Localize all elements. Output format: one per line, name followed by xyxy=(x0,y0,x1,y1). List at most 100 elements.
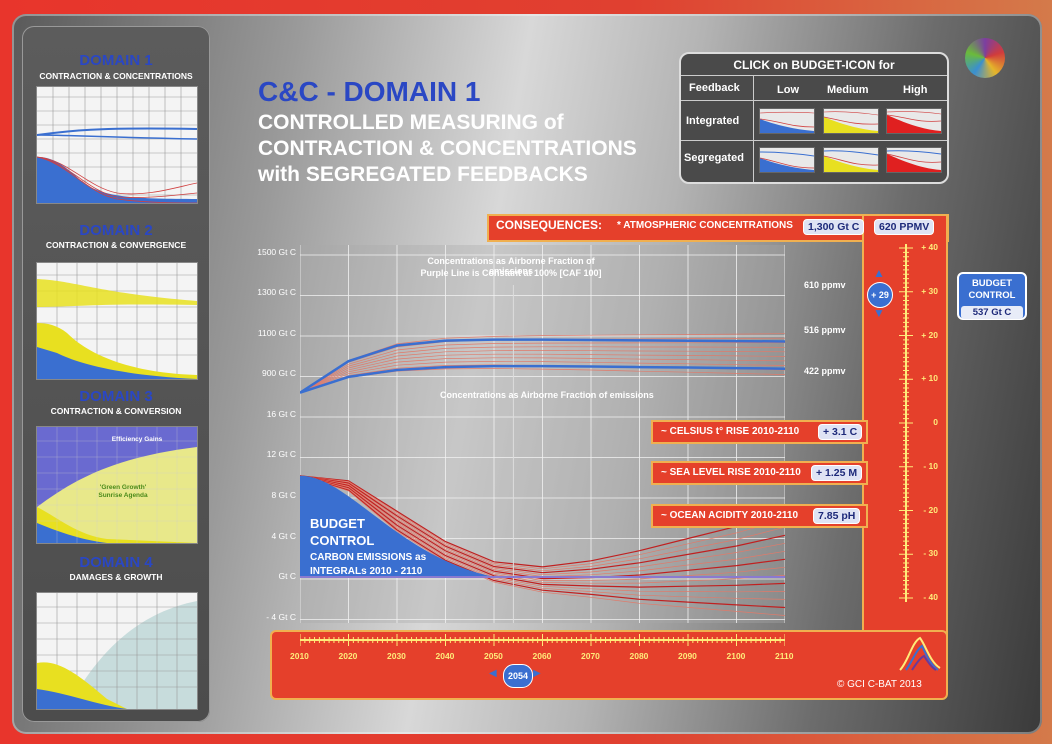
ocean-acidity-value: 7.85 pH xyxy=(813,508,861,524)
integrated-high-icon[interactable] xyxy=(886,108,942,134)
emission-fan-line xyxy=(300,475,785,584)
slider-up-arrow-icon[interactable]: ▲ xyxy=(873,266,885,280)
x-tick: 2100 xyxy=(726,651,746,661)
feedback-header: Feedback xyxy=(689,82,740,94)
segregated-high-icon[interactable] xyxy=(886,147,942,173)
x-tick: 2010 xyxy=(290,651,309,661)
page-title: C&C - DOMAIN 1 xyxy=(258,76,481,107)
emission-fan-line xyxy=(300,475,785,609)
domain-1-thumbnail[interactable] xyxy=(36,86,198,204)
domain-3-thumbnail[interactable]: Efficiency Gains 'Green Growth' Sunrise … xyxy=(36,426,198,544)
domain-2-thumbnail[interactable] xyxy=(36,262,198,380)
domain-1-title[interactable]: DOMAIN 1 xyxy=(79,52,153,69)
slider-value-knob[interactable]: + 29 xyxy=(867,282,893,308)
x-tick: 2040 xyxy=(435,651,455,661)
budget-control-line2: CONTROL xyxy=(968,290,1016,301)
slider-tick-label: + 10 xyxy=(921,373,938,384)
emission-fan-line xyxy=(300,475,785,588)
upper-note-line1: Concentrations as Airborne Fraction of e… xyxy=(427,256,595,276)
budget-control-value: 537 Gt C xyxy=(961,306,1023,319)
emission-fan-line xyxy=(300,475,785,600)
budget-label-1: BUDGET xyxy=(310,516,365,531)
year-timeline-track[interactable] xyxy=(300,633,785,647)
copyright-text: © GCI C-BAT 2013 xyxy=(837,679,922,690)
ppmv-label-516: 516 ppmv xyxy=(804,325,846,335)
page-subtitle: CONTROLLED MEASURING of CONTRACTION & CO… xyxy=(258,110,637,188)
col-medium: Medium xyxy=(827,84,869,96)
y-tick-lower: 4 Gt C xyxy=(271,531,296,541)
gci-mandala-logo-icon[interactable] xyxy=(965,38,1005,78)
green-growth-label: 'Green Growth' xyxy=(100,484,147,491)
x-tick: 2090 xyxy=(678,651,697,661)
x-tick: 2070 xyxy=(581,651,600,661)
year-selector-knob[interactable]: 2054 xyxy=(503,664,533,688)
emission-fan-line xyxy=(300,475,785,568)
concentration-fan-line xyxy=(300,361,785,394)
x-tick: 2080 xyxy=(629,651,649,661)
segregated-medium-icon[interactable] xyxy=(823,147,879,173)
y-tick-upper: 1500 Gt C xyxy=(257,247,296,257)
celsius-rise-label: ~ CELSIUS t° RISE 2010-2110 xyxy=(661,426,800,437)
integrated-medium-icon[interactable] xyxy=(823,108,879,134)
emission-fan-line xyxy=(300,475,785,616)
budget-icon-table: CLICK on BUDGET-ICON for Feedback Low Me… xyxy=(679,52,949,184)
y-tick-upper: 1100 Gt C xyxy=(257,328,296,338)
domain-1-subtitle: CONTRACTION & CONCENTRATIONS xyxy=(39,71,193,81)
domain-4-subtitle: DAMAGES & GROWTH xyxy=(69,572,163,582)
consequences-label: CONSEQUENCES: xyxy=(496,218,603,232)
concentration-fan-line xyxy=(300,350,785,394)
col-high: High xyxy=(903,84,928,96)
ppmv-label-422: 422 ppmv xyxy=(804,366,846,376)
slider-tick-label: - 40 xyxy=(923,592,938,602)
x-tick: 2020 xyxy=(338,651,358,661)
concentration-fan-line xyxy=(300,353,785,394)
domain-4-title[interactable]: DOMAIN 4 xyxy=(79,554,153,571)
slider-tick-label: + 40 xyxy=(921,242,938,252)
x-tick: 2050 xyxy=(484,651,503,661)
concentration-series-0 xyxy=(300,338,785,394)
emission-fan-line xyxy=(300,475,785,593)
concentration-fan-line xyxy=(300,357,785,394)
upper-note-line2: Purple Line is Constant at 100% [CAF 100… xyxy=(420,268,602,278)
year-right-arrow-icon[interactable]: ▶ xyxy=(533,668,541,679)
emission-fan-line xyxy=(300,475,785,580)
slider-tick-label: + 20 xyxy=(921,329,938,340)
integrated-low-icon[interactable] xyxy=(759,108,815,134)
y-tick-lower: 12 Gt C xyxy=(266,449,296,459)
y-tick-upper: 900 Gt C xyxy=(261,368,296,378)
x-tick: 2110 xyxy=(775,651,794,661)
emission-fan-line xyxy=(300,475,785,581)
slider-tick-label: - 30 xyxy=(923,548,938,559)
slider-tick-label: + 30 xyxy=(921,285,938,296)
budget-slider-track[interactable] xyxy=(896,240,916,606)
subtitle-line: with SEGREGATED FEEDBACKS xyxy=(258,163,588,186)
mid-note: Concentrations as Airborne Fraction of e… xyxy=(440,390,654,400)
subtitle-line: CONTROLLED MEASURING of xyxy=(258,111,564,134)
domain-2-subtitle: CONTRACTION & CONVERGENCE xyxy=(45,240,187,250)
budget-icon-table-title: CLICK on BUDGET-ICON for xyxy=(733,58,895,72)
slider-tick-label: 0 xyxy=(933,417,938,427)
domain-3-subtitle: CONTRACTION & CONVERSION xyxy=(50,406,182,416)
slider-tick-label: - 10 xyxy=(923,460,938,471)
atmospheric-gtc-value: 1,300 Gt C xyxy=(803,219,865,235)
domain-4-thumbnail[interactable] xyxy=(36,592,198,710)
y-tick-upper: 1300 Gt C xyxy=(257,287,296,297)
c-bat-logo-icon xyxy=(899,636,941,671)
sunrise-agenda-label: Sunrise Agenda xyxy=(98,492,148,499)
y-tick-lower: 16 Gt C xyxy=(266,409,296,419)
budget-control-line1: BUDGET xyxy=(971,278,1013,289)
concentration-fan-line xyxy=(300,346,785,394)
segregated-low-icon[interactable] xyxy=(759,147,815,173)
x-tick: 2030 xyxy=(387,651,406,661)
concentration-fan-line xyxy=(300,342,785,394)
slider-down-arrow-icon[interactable]: ▼ xyxy=(873,306,885,320)
domain-2-title[interactable]: DOMAIN 2 xyxy=(79,222,153,239)
domain-sidebar: DOMAIN 1 CONTRACTION & CONCENTRATIONS DO… xyxy=(22,26,210,722)
celsius-rise-value: + 3.1 C xyxy=(818,424,863,440)
domain-3-title[interactable]: DOMAIN 3 xyxy=(79,388,153,405)
year-left-arrow-icon[interactable]: ◀ xyxy=(489,668,497,679)
emission-fan-line xyxy=(300,475,785,570)
emission-fan-line xyxy=(300,475,785,576)
budget-label-2: CONTROL xyxy=(310,533,375,548)
slider-tick-label: - 20 xyxy=(923,504,938,515)
